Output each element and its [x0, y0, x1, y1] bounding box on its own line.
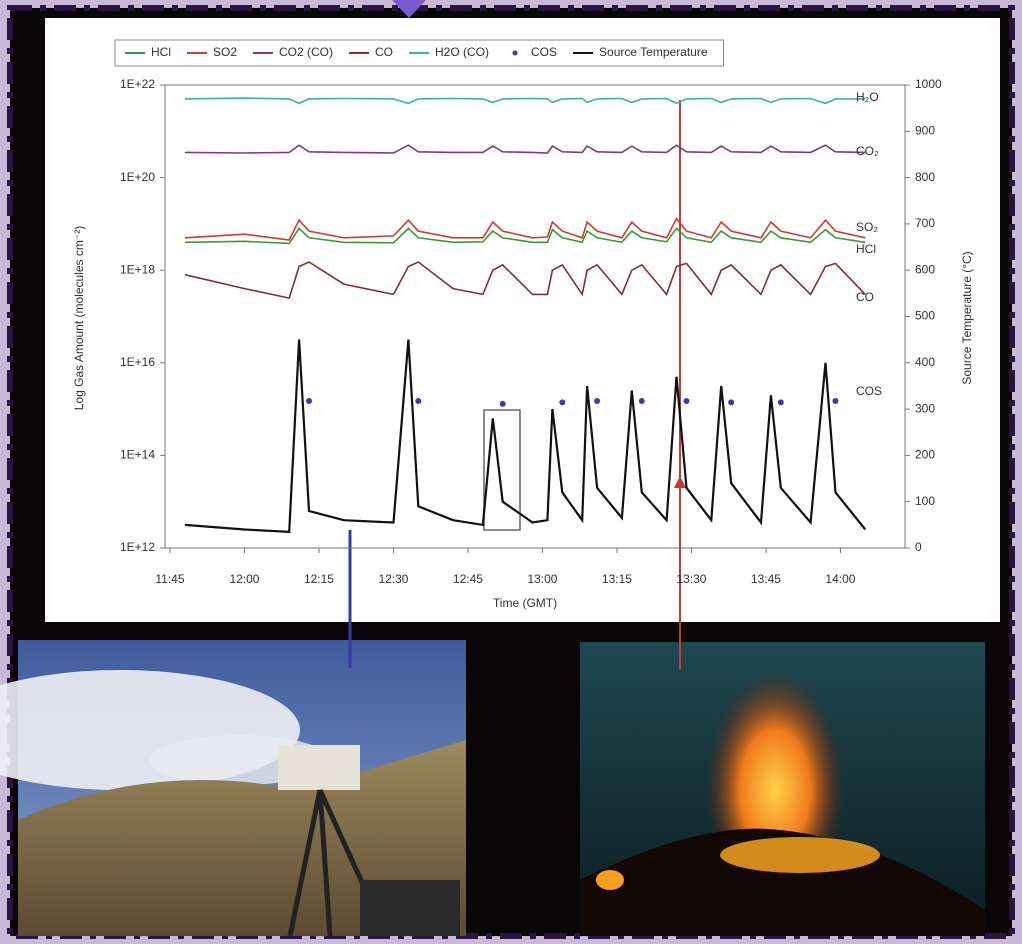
y-tick-label: 1E+12: [120, 540, 155, 554]
legend-label: Source Temperature: [599, 45, 708, 59]
legend-label: CO2 (CO): [279, 45, 333, 59]
cos-point: [777, 399, 784, 406]
x-tick-label: 13:30: [676, 572, 706, 586]
series-annotation: SO₂: [856, 220, 878, 234]
cos-point: [306, 397, 313, 404]
x-tick-label: 13:45: [751, 572, 781, 586]
cos-point: [683, 397, 690, 404]
series-annotation: CO: [856, 290, 874, 304]
x-tick-label: 12:45: [453, 572, 483, 586]
cos-point: [728, 399, 735, 406]
x-tick-label: 13:00: [527, 572, 557, 586]
y-tick-label: 1E+22: [120, 77, 155, 91]
series-line: [184, 217, 866, 241]
y2-tick-label: 600: [915, 262, 935, 276]
legend-label: CO: [375, 45, 393, 59]
x-tick-label: 14:00: [825, 572, 855, 586]
legend-label: SO2: [213, 45, 237, 59]
y-tick-label: 1E+20: [120, 170, 155, 184]
x-axis-title: Time (GMT): [493, 596, 557, 610]
legend-label: HCl: [151, 45, 171, 59]
x-tick-label: 12:15: [304, 572, 334, 586]
plot: 11:45 12:00 12:15 12:30 12:45 13:00 13:15 13:30…: [114, 39, 942, 586]
legend-swatch: [512, 50, 518, 56]
highlight-box: [483, 409, 521, 531]
y2-tick-label: 700: [915, 216, 935, 230]
cos-point: [594, 397, 601, 404]
y2-tick-label: 300: [915, 401, 935, 415]
series-annotation: CO₂: [856, 144, 879, 158]
series-annotation: H₂O: [856, 90, 879, 104]
chart-panel: [45, 18, 1000, 622]
series-line: [184, 97, 866, 105]
y-tick-label: 1E+18: [120, 262, 155, 276]
y2-tick-label: 900: [915, 123, 935, 137]
y2-tick-label: 200: [915, 448, 935, 462]
y2-axis-title: Source Temperature (°C): [960, 251, 974, 384]
pointer: [392, 0, 426, 18]
photo-instrument: [0, 640, 466, 937]
photo-eruption: [580, 642, 985, 936]
series-line: [184, 144, 866, 154]
y2-tick-label: 0: [915, 540, 922, 554]
x-tick-label: 13:15: [602, 572, 632, 586]
y2-tick-label: 400: [915, 355, 935, 369]
y-axis-title: Log Gas Amount (molecules cm⁻²): [72, 226, 86, 410]
x-tick-label: 11:45: [155, 572, 184, 586]
cos-point: [638, 397, 645, 404]
cos-point: [415, 397, 422, 404]
series-line: [184, 227, 866, 245]
y2-tick-label: 1000: [915, 77, 942, 91]
cos-point: [499, 400, 506, 407]
x-tick-label: 12:30: [378, 572, 408, 586]
y-tick-label: 1E+14: [120, 448, 155, 462]
cos-point: [832, 397, 839, 404]
y-tick-label: 1E+16: [120, 355, 155, 369]
series-annotation: HCl: [856, 242, 876, 256]
y2-tick-label: 500: [915, 309, 935, 323]
legend-label: H2O (CO): [435, 45, 489, 59]
y2-tick-label: 100: [915, 494, 935, 508]
series-line: [184, 339, 867, 533]
y2-tick-label: 800: [915, 170, 935, 184]
connector-arrow: [674, 476, 686, 488]
x-tick-label: 12:00: [229, 572, 259, 586]
series-line: [184, 261, 866, 300]
legend-label: COS: [531, 45, 557, 59]
cos-point: [559, 399, 566, 406]
series-annotation: COS: [856, 384, 882, 398]
